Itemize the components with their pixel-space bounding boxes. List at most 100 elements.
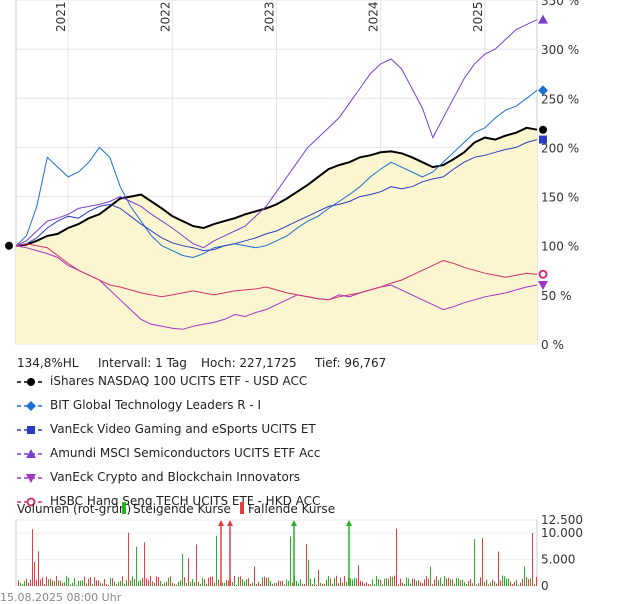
volume-bar: [308, 560, 309, 586]
volume-bar: [366, 582, 367, 586]
volume-bar: [26, 578, 27, 586]
y-tick-label: 100 %: [541, 240, 579, 254]
volume-bar: [284, 584, 285, 586]
legend-item[interactable]: BIT Global Technology Leaders R - I: [17, 398, 417, 414]
legend-item[interactable]: iShares NASDAQ 100 UCITS ETF - USD ACC: [17, 374, 417, 390]
volume-bar: [314, 577, 315, 586]
volume-bar: [448, 577, 449, 586]
volume-bar: [422, 583, 423, 586]
y-tick-label: 300 %: [541, 43, 579, 57]
series-end-marker: [539, 135, 547, 144]
volume-bar: [460, 580, 461, 586]
volume-tick-label: 5.000: [541, 553, 575, 567]
volume-bar: [252, 582, 253, 586]
volume-bar: [512, 583, 513, 586]
series-end-marker: [538, 85, 548, 96]
volume-bar: [484, 581, 485, 586]
volume-bar: [100, 582, 101, 586]
volume-bar: [158, 577, 159, 586]
volume-bar: [500, 580, 501, 586]
volume-bar: [436, 576, 437, 586]
volume-bar: [408, 578, 409, 586]
volume-bar: [270, 580, 271, 586]
legend-marker: [26, 474, 36, 483]
x-tick-label: 2023: [263, 1, 277, 32]
volume-bar: [300, 579, 301, 586]
legend-swatch: [17, 497, 45, 507]
volume-bar: [380, 579, 381, 586]
series-line: [15, 243, 538, 301]
volume-bar: [340, 577, 341, 586]
volume-bar: [386, 578, 387, 586]
volume-bar: [320, 582, 321, 586]
volume-bar: [326, 579, 327, 586]
legend-item[interactable]: Amundi MSCI Semiconductors UCITS ETF Acc: [17, 446, 417, 462]
volume-bar: [282, 580, 283, 586]
volume-bar: [346, 581, 347, 586]
volume-bar: [424, 579, 425, 586]
volume-bar: [148, 579, 149, 586]
volume-bar: [216, 535, 217, 586]
legend-label: Amundi MSCI Semiconductors UCITS ETF Acc: [50, 446, 321, 460]
volume-bar: [360, 580, 361, 586]
volume-bar: [24, 581, 25, 586]
volume-bar: [290, 536, 291, 586]
volume-bar: [228, 580, 229, 586]
volume-bar: [374, 584, 375, 586]
volume-bar: [390, 576, 391, 586]
volume-bar: [68, 577, 69, 586]
volume-bar: [250, 583, 251, 586]
volume-bar: [418, 580, 419, 586]
volume-bar: [248, 578, 249, 586]
volume-bar: [244, 581, 245, 586]
legend-marker: [27, 426, 35, 434]
volume-bar: [322, 583, 323, 586]
legend-item[interactable]: VanEck Video Gaming and eSports UCITS ET: [17, 422, 417, 438]
volume-bar: [432, 584, 433, 586]
volume-bar: [364, 583, 365, 586]
volume-bar: [508, 578, 509, 586]
y-tick-label: 350 %: [541, 0, 579, 8]
volume-bar: [226, 580, 227, 586]
volume-bar: [426, 575, 427, 586]
volume-bar: [168, 577, 169, 586]
volume-bar: [224, 582, 225, 586]
volume-bar: [262, 577, 263, 586]
volume-bar: [372, 579, 373, 586]
volume-bar: [140, 580, 141, 586]
x-tick-label: 2024: [367, 1, 381, 32]
volume-bar: [536, 576, 537, 586]
volume-bar: [202, 577, 203, 586]
series-end-marker: [538, 269, 548, 279]
volume-bar: [254, 566, 255, 586]
volume-bar: [492, 579, 493, 586]
volume-bar: [56, 575, 57, 586]
volume-bar: [174, 583, 175, 586]
volume-bar: [122, 576, 123, 586]
high-label: Hoch: 227,1725: [201, 356, 297, 370]
volume-bar: [146, 578, 147, 586]
volume-bar: [504, 576, 505, 586]
volume-bar: [222, 582, 223, 586]
volume-bar: [494, 581, 495, 586]
volume-bar: [72, 582, 73, 586]
legend-marker: [27, 378, 35, 386]
volume-bar: [306, 543, 307, 586]
volume-bar: [82, 580, 83, 586]
volume-bar: [156, 576, 157, 586]
volume-bar: [498, 551, 499, 586]
volume-bar: [404, 583, 405, 586]
volume-bar: [104, 579, 105, 586]
volume-bar: [278, 580, 279, 586]
legend-item[interactable]: HSBC Hang Seng TECH UCITS ETF - HKD ACC: [17, 494, 417, 510]
volume-bar: [256, 584, 257, 586]
volume-bar: [464, 582, 465, 586]
volume-bar: [182, 554, 183, 586]
volume-bar: [312, 584, 313, 586]
volume-bar: [258, 581, 259, 586]
volume-bar: [466, 584, 467, 586]
volume-bar: [338, 583, 339, 586]
legend-item[interactable]: VanEck Crypto and Blockchain Innovators: [17, 470, 417, 486]
volume-bar: [368, 583, 369, 586]
volume-bar: [370, 584, 371, 586]
